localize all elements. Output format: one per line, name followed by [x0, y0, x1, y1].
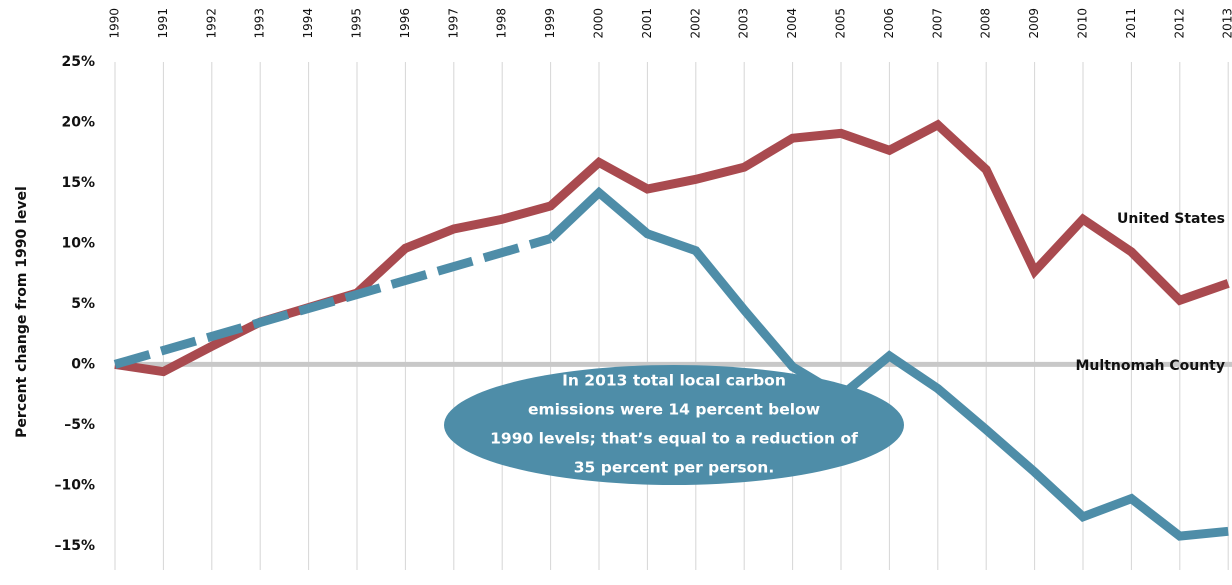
series-label: United States	[1117, 211, 1225, 227]
annotation-bubble	[444, 365, 904, 485]
x-tick-label: 1991	[156, 8, 170, 39]
x-tick-label: 1996	[398, 8, 412, 39]
x-tick-label: 1993	[253, 8, 267, 39]
x-tick-label: 1998	[495, 8, 509, 39]
series-line	[547, 186, 1229, 541]
annotation-text: 35 percent per person.	[574, 459, 774, 477]
x-tick-label: 2003	[737, 8, 751, 39]
y-tick-label: 15%	[61, 175, 95, 191]
series-label: Multnomah County	[1076, 358, 1226, 374]
annotation-text: 1990 levels; that’s equal to a reduction…	[490, 430, 858, 448]
series-line	[114, 119, 1230, 377]
y-tick-label: 5%	[71, 296, 95, 312]
x-tick-label: 2010	[1076, 8, 1090, 39]
x-tick-label: 2011	[1124, 8, 1138, 39]
y-tick-label: 10%	[61, 235, 95, 251]
x-tick-label: 2005	[834, 8, 848, 39]
annotation-text: emissions were 14 percent below	[528, 401, 820, 419]
x-tick-label: 1992	[204, 8, 218, 39]
x-tick-label: 2008	[979, 8, 993, 39]
y-tick-label: –5%	[64, 417, 95, 433]
annotation-text: In 2013 total local carbon	[562, 372, 786, 390]
gap-line	[113, 234, 552, 369]
x-tick-label: 1999	[543, 8, 557, 39]
y-tick-label: 0%	[71, 356, 95, 372]
x-tick-label: 2002	[688, 8, 702, 39]
x-tick-label: 2000	[592, 8, 606, 39]
y-tick-label: –10%	[54, 477, 95, 493]
x-tick-label: 1995	[350, 8, 364, 39]
y-tick-label: 20%	[61, 114, 95, 130]
x-tick-label: 1994	[301, 8, 315, 39]
y-axis-label: Percent change from 1990 level	[14, 186, 30, 438]
y-tick-label: –15%	[54, 538, 95, 554]
x-tick-label: 1990	[108, 8, 122, 39]
x-tick-label: 2013	[1221, 8, 1232, 39]
y-tick-label: 25%	[61, 54, 95, 70]
x-tick-label: 1997	[446, 8, 460, 39]
x-tick-label: 2006	[882, 8, 896, 39]
x-tick-label: 2004	[785, 8, 799, 39]
x-tick-label: 2012	[1172, 8, 1186, 39]
x-tick-label: 2001	[640, 8, 654, 39]
x-tick-label: 2009	[1027, 8, 1041, 39]
x-tick-label: 2007	[930, 8, 944, 39]
